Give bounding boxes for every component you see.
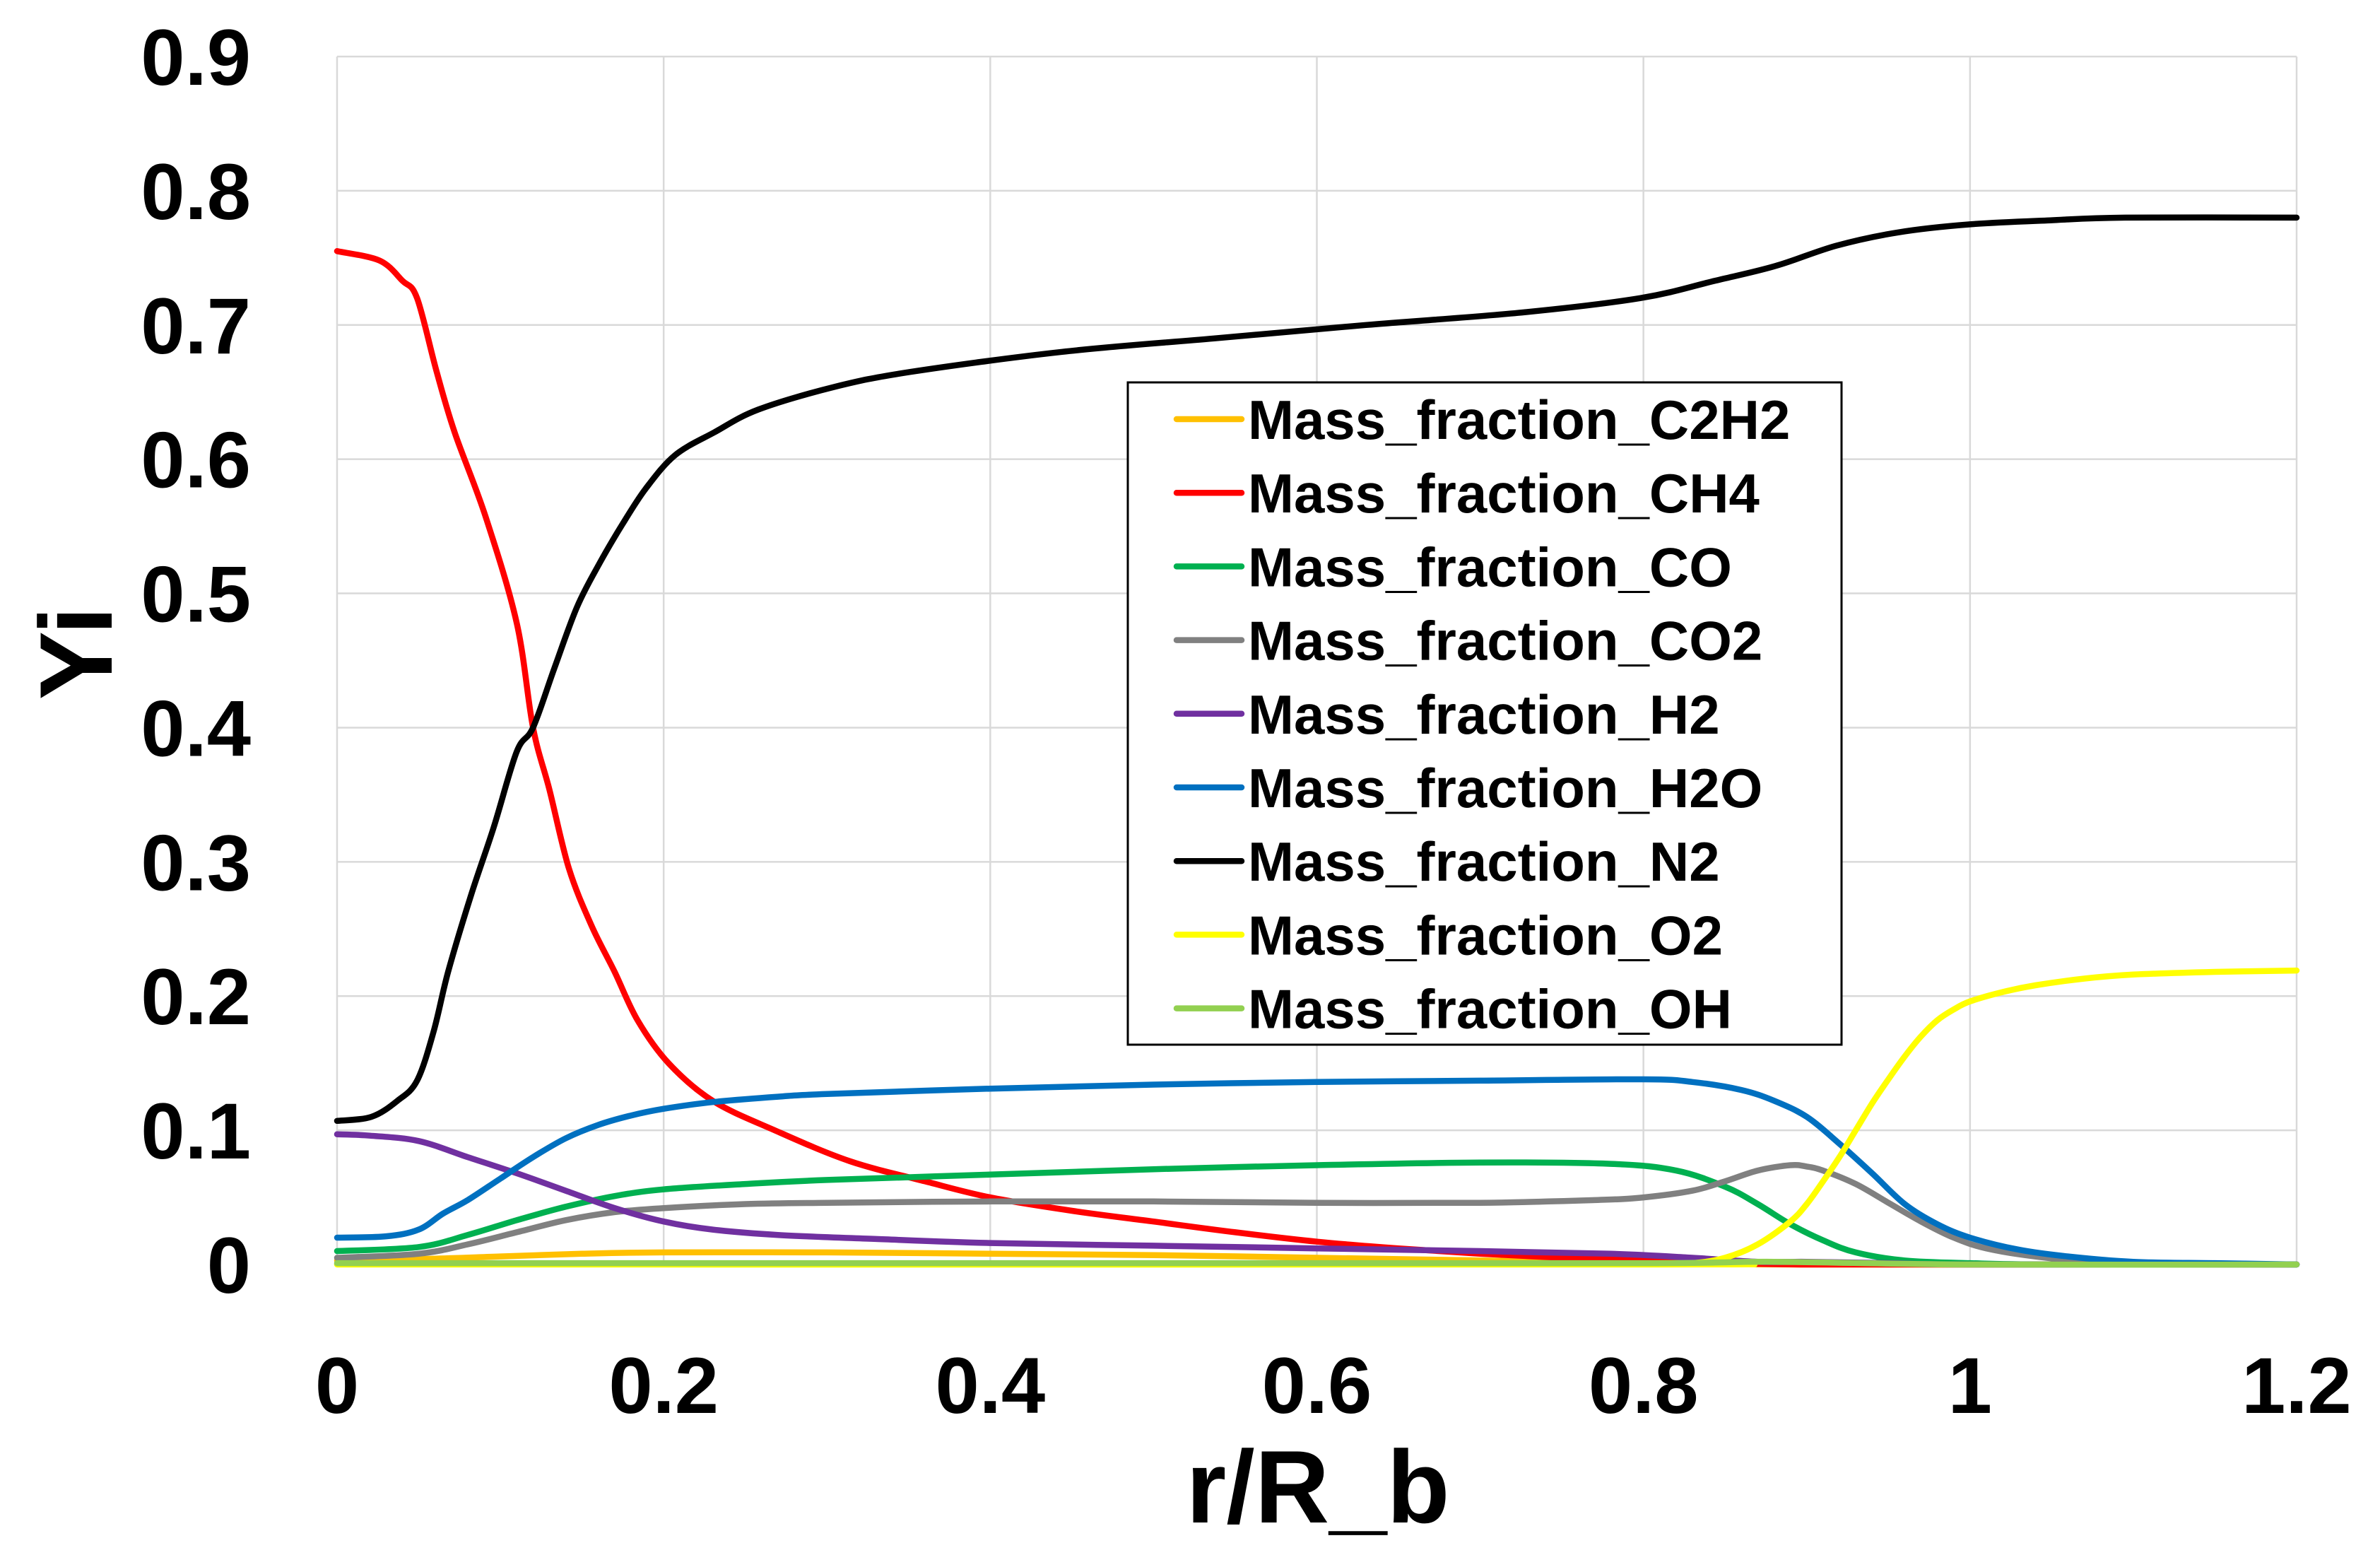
y-tick-label: 0.4 — [141, 684, 251, 773]
legend-label-mass-fraction-oh: Mass_fraction_OH — [1248, 978, 1732, 1040]
x-axis-title: r/R_b — [1186, 1429, 1449, 1544]
y-tick-label: 0.9 — [141, 13, 251, 102]
legend-label-mass-fraction-c2h2: Mass_fraction_C2H2 — [1248, 389, 1790, 451]
y-tick-label: 0 — [207, 1221, 251, 1310]
x-tick-label: 1 — [1948, 1342, 1992, 1430]
series-line-mass-fraction-oh — [334, 1258, 2300, 1268]
series-lines — [334, 214, 2300, 1268]
legend-box — [1126, 381, 1843, 1046]
x-tick-label: 0.2 — [608, 1342, 719, 1430]
y-tick-label: 0.1 — [141, 1087, 251, 1175]
y-tick-label: 0.3 — [141, 818, 251, 907]
y-tick-labels: 0 0.1 0.2 0.3 0.4 0.5 0.6 0.7 0.8 0.9 — [141, 13, 251, 1310]
x-tick-label: 0.8 — [1589, 1342, 1699, 1430]
y-tick-label: 0.5 — [141, 551, 251, 639]
x-tick-label: 0.4 — [935, 1342, 1045, 1430]
legend-label-mass-fraction-co2: Mass_fraction_CO2 — [1248, 610, 1762, 672]
y-axis-title: Yi — [18, 606, 134, 700]
y-tick-label: 0.2 — [141, 953, 251, 1041]
x-tick-label: 0.6 — [1262, 1342, 1372, 1430]
y-tick-label: 0.7 — [141, 282, 251, 370]
legend-label-mass-fraction-co: Mass_fraction_CO — [1248, 536, 1732, 598]
legend-label-mass-fraction-n2: Mass_fraction_N2 — [1248, 831, 1720, 893]
x-tick-label: 0 — [315, 1342, 359, 1430]
legend-label-mass-fraction-ch4: Mass_fraction_CH4 — [1248, 462, 1760, 524]
series-line-mass-fraction-n2 — [334, 214, 2300, 1125]
legend-label-mass-fraction-h2: Mass_fraction_H2 — [1248, 683, 1720, 746]
y-tick-label: 0.8 — [141, 148, 251, 236]
y-tick-label: 0.6 — [141, 416, 251, 505]
series-line-mass-fraction-h2o — [334, 1076, 2300, 1268]
x-tick-label: 1.2 — [2241, 1342, 2352, 1430]
legend-label-mass-fraction-o2: Mass_fraction_O2 — [1248, 904, 1723, 966]
legend: Mass_fraction_C2H2 Mass_fraction_CH4 Mass_… — [1126, 381, 1843, 1046]
series-line-mass-fraction-co — [334, 1159, 2300, 1268]
x-tick-labels: 0 0.2 0.4 0.6 0.8 1 1.2 — [315, 1342, 2352, 1430]
legend-label-mass-fraction-h2o: Mass_fraction_H2O — [1248, 757, 1762, 819]
